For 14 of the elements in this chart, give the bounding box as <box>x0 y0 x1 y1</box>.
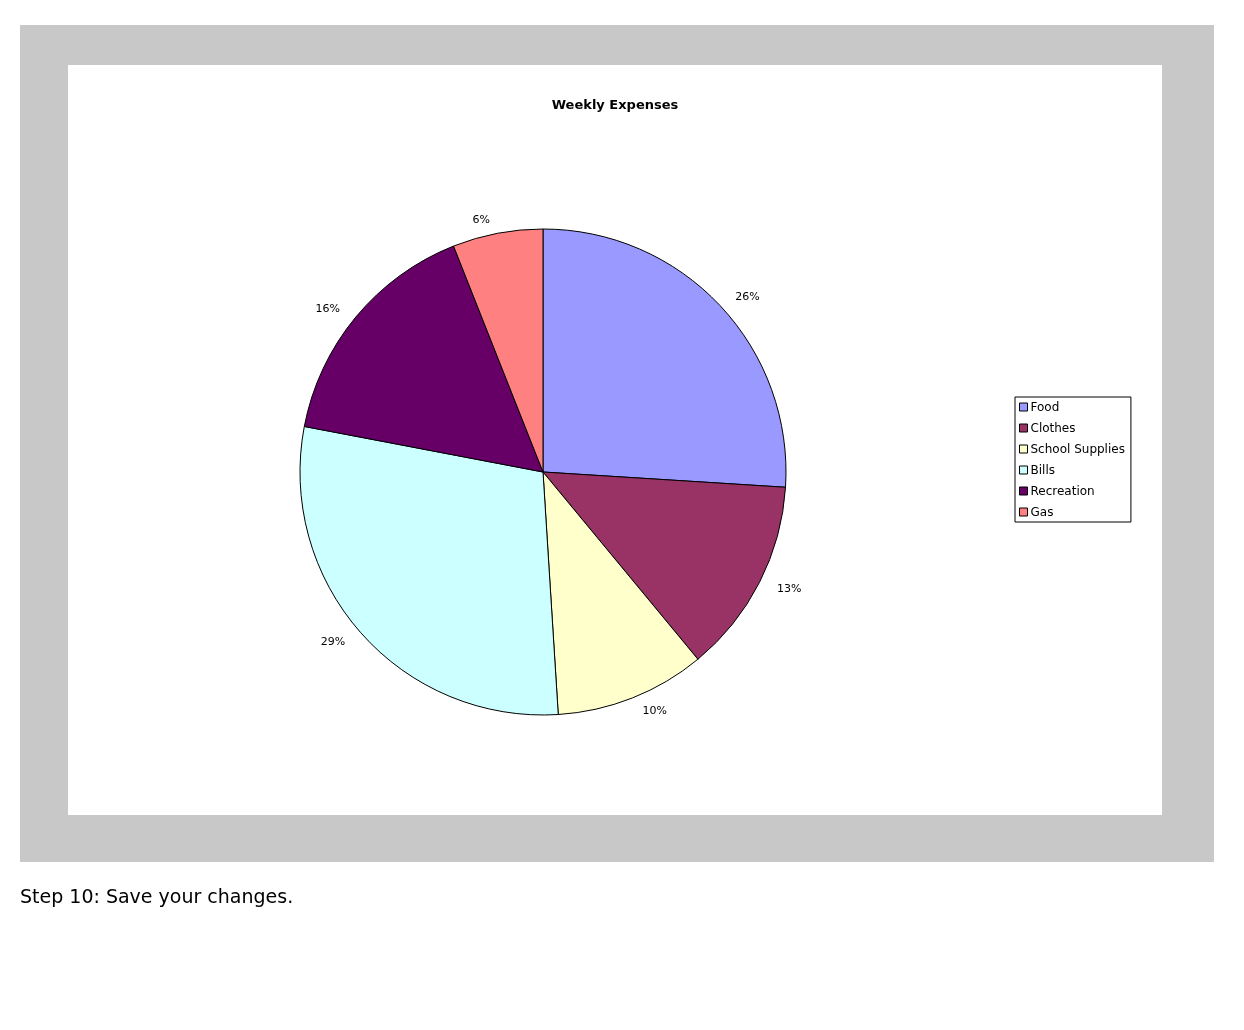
legend-label: Recreation <box>1030 484 1095 498</box>
data-label: 10% <box>642 704 668 718</box>
legend-label: School Supplies <box>1030 442 1125 456</box>
data-label: 26% <box>735 289 760 303</box>
data-label: 29% <box>320 635 346 649</box>
data-label: 16% <box>315 301 340 315</box>
data-label: 6% <box>472 213 490 227</box>
legend-label: Bills <box>1030 463 1055 477</box>
text: Step 10: Save your changes. <box>20 885 294 907</box>
legend-label: Food <box>1030 400 1060 414</box>
legend-label: Gas <box>1030 505 1054 519</box>
chart-title: Weekly Expenses <box>551 97 679 112</box>
data-label: 13% <box>776 582 802 596</box>
legend-label: Clothes <box>1030 421 1076 435</box>
